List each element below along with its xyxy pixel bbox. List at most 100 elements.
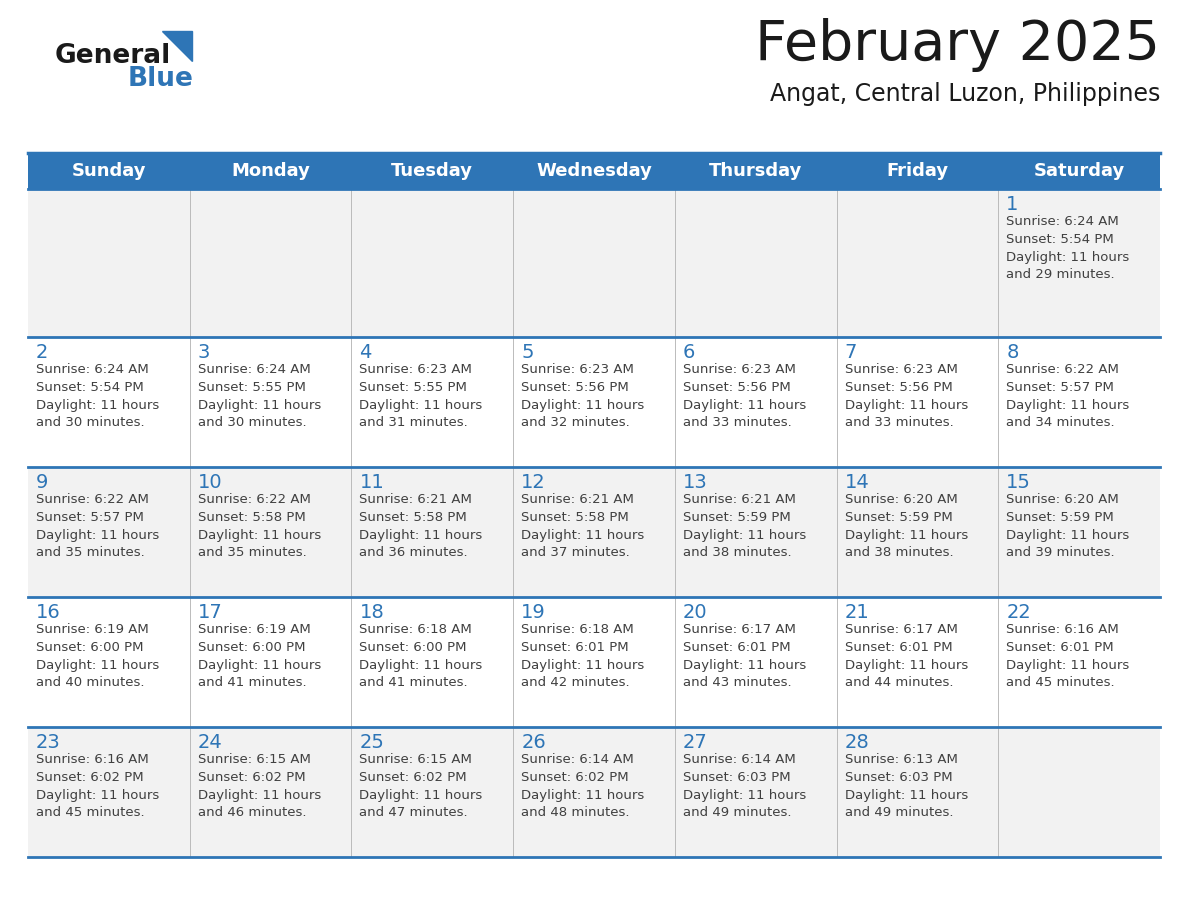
Text: and 41 minutes.: and 41 minutes. [360, 676, 468, 689]
Text: Daylight: 11 hours: Daylight: 11 hours [360, 789, 482, 802]
Text: Sunrise: 6:21 AM: Sunrise: 6:21 AM [683, 493, 796, 506]
Text: Sunset: 6:01 PM: Sunset: 6:01 PM [683, 641, 790, 654]
Text: 9: 9 [36, 473, 49, 492]
Text: 19: 19 [522, 603, 546, 622]
Text: Sunrise: 6:22 AM: Sunrise: 6:22 AM [1006, 363, 1119, 376]
Text: Sunrise: 6:18 AM: Sunrise: 6:18 AM [360, 623, 472, 636]
Text: and 44 minutes.: and 44 minutes. [845, 676, 953, 689]
Bar [29, 727, 1159, 857]
Text: Thursday: Thursday [709, 162, 802, 180]
Text: 17: 17 [197, 603, 222, 622]
Text: and 43 minutes.: and 43 minutes. [683, 676, 791, 689]
Text: Daylight: 11 hours: Daylight: 11 hours [36, 659, 159, 672]
Text: Sunset: 6:00 PM: Sunset: 6:00 PM [36, 641, 144, 654]
Text: and 34 minutes.: and 34 minutes. [1006, 416, 1114, 429]
Text: 11: 11 [360, 473, 384, 492]
Text: and 30 minutes.: and 30 minutes. [36, 416, 145, 429]
Text: Daylight: 11 hours: Daylight: 11 hours [360, 659, 482, 672]
Text: Sunset: 5:57 PM: Sunset: 5:57 PM [36, 511, 144, 524]
Text: February 2025: February 2025 [756, 18, 1159, 72]
Text: and 35 minutes.: and 35 minutes. [197, 546, 307, 559]
Text: Sunset: 5:59 PM: Sunset: 5:59 PM [683, 511, 790, 524]
Text: and 38 minutes.: and 38 minutes. [683, 546, 791, 559]
Text: and 45 minutes.: and 45 minutes. [1006, 676, 1114, 689]
Text: Sunrise: 6:15 AM: Sunrise: 6:15 AM [197, 753, 310, 766]
Text: Angat, Central Luzon, Philippines: Angat, Central Luzon, Philippines [770, 82, 1159, 106]
Text: Daylight: 11 hours: Daylight: 11 hours [1006, 529, 1130, 542]
Bar [29, 467, 1159, 597]
Text: 6: 6 [683, 343, 695, 362]
Text: and 32 minutes.: and 32 minutes. [522, 416, 630, 429]
Text: Daylight: 11 hours: Daylight: 11 hours [197, 789, 321, 802]
Text: 25: 25 [360, 733, 384, 752]
Text: Daylight: 11 hours: Daylight: 11 hours [845, 529, 968, 542]
Text: Sunset: 6:01 PM: Sunset: 6:01 PM [1006, 641, 1114, 654]
Text: and 47 minutes.: and 47 minutes. [360, 806, 468, 819]
Text: and 38 minutes.: and 38 minutes. [845, 546, 953, 559]
Text: Daylight: 11 hours: Daylight: 11 hours [1006, 659, 1130, 672]
Text: and 33 minutes.: and 33 minutes. [845, 416, 953, 429]
Text: Sunset: 5:58 PM: Sunset: 5:58 PM [522, 511, 628, 524]
Text: 2: 2 [36, 343, 49, 362]
Text: Daylight: 11 hours: Daylight: 11 hours [1006, 251, 1130, 264]
Text: Sunrise: 6:20 AM: Sunrise: 6:20 AM [845, 493, 958, 506]
Text: 26: 26 [522, 733, 546, 752]
Bar [29, 337, 1159, 467]
Text: Daylight: 11 hours: Daylight: 11 hours [1006, 399, 1130, 412]
Text: Sunset: 6:02 PM: Sunset: 6:02 PM [522, 771, 628, 784]
Text: Sunset: 5:58 PM: Sunset: 5:58 PM [197, 511, 305, 524]
Text: Sunset: 5:59 PM: Sunset: 5:59 PM [845, 511, 953, 524]
Text: Sunset: 5:56 PM: Sunset: 5:56 PM [522, 381, 628, 394]
Text: and 49 minutes.: and 49 minutes. [845, 806, 953, 819]
Text: Sunrise: 6:23 AM: Sunrise: 6:23 AM [522, 363, 634, 376]
Text: Daylight: 11 hours: Daylight: 11 hours [197, 529, 321, 542]
Text: 1: 1 [1006, 195, 1018, 214]
Text: Sunday: Sunday [71, 162, 146, 180]
Text: Sunset: 6:02 PM: Sunset: 6:02 PM [36, 771, 144, 784]
Text: Sunrise: 6:21 AM: Sunrise: 6:21 AM [522, 493, 634, 506]
Text: Sunset: 5:57 PM: Sunset: 5:57 PM [1006, 381, 1114, 394]
Text: Daylight: 11 hours: Daylight: 11 hours [197, 659, 321, 672]
Text: Sunset: 6:01 PM: Sunset: 6:01 PM [845, 641, 953, 654]
Text: Sunrise: 6:16 AM: Sunrise: 6:16 AM [1006, 623, 1119, 636]
Text: Sunset: 5:54 PM: Sunset: 5:54 PM [1006, 233, 1114, 246]
Text: Sunrise: 6:23 AM: Sunrise: 6:23 AM [683, 363, 796, 376]
Text: Sunrise: 6:24 AM: Sunrise: 6:24 AM [36, 363, 148, 376]
Text: Sunset: 6:02 PM: Sunset: 6:02 PM [197, 771, 305, 784]
Text: Sunset: 5:55 PM: Sunset: 5:55 PM [360, 381, 467, 394]
Text: and 37 minutes.: and 37 minutes. [522, 546, 630, 559]
Text: Sunrise: 6:23 AM: Sunrise: 6:23 AM [360, 363, 473, 376]
Text: Sunset: 6:03 PM: Sunset: 6:03 PM [683, 771, 790, 784]
Text: Sunset: 5:59 PM: Sunset: 5:59 PM [1006, 511, 1114, 524]
Text: and 39 minutes.: and 39 minutes. [1006, 546, 1114, 559]
Text: Sunrise: 6:19 AM: Sunrise: 6:19 AM [197, 623, 310, 636]
Text: Wednesday: Wednesday [536, 162, 652, 180]
Text: Blue: Blue [128, 66, 194, 92]
Text: Sunset: 5:56 PM: Sunset: 5:56 PM [683, 381, 790, 394]
Text: Sunrise: 6:14 AM: Sunrise: 6:14 AM [522, 753, 634, 766]
Text: Sunset: 6:03 PM: Sunset: 6:03 PM [845, 771, 953, 784]
Text: Sunrise: 6:17 AM: Sunrise: 6:17 AM [683, 623, 796, 636]
Text: Monday: Monday [232, 162, 310, 180]
Text: Daylight: 11 hours: Daylight: 11 hours [683, 529, 807, 542]
Text: 18: 18 [360, 603, 384, 622]
Text: and 35 minutes.: and 35 minutes. [36, 546, 145, 559]
Text: 12: 12 [522, 473, 546, 492]
Text: and 31 minutes.: and 31 minutes. [360, 416, 468, 429]
Text: Sunset: 6:01 PM: Sunset: 6:01 PM [522, 641, 628, 654]
Bar [29, 153, 1159, 189]
Text: 28: 28 [845, 733, 870, 752]
Text: Sunrise: 6:14 AM: Sunrise: 6:14 AM [683, 753, 796, 766]
Text: 21: 21 [845, 603, 870, 622]
Text: Daylight: 11 hours: Daylight: 11 hours [845, 659, 968, 672]
Text: Daylight: 11 hours: Daylight: 11 hours [197, 399, 321, 412]
Text: Sunset: 5:58 PM: Sunset: 5:58 PM [360, 511, 467, 524]
Text: Daylight: 11 hours: Daylight: 11 hours [683, 789, 807, 802]
Text: and 46 minutes.: and 46 minutes. [197, 806, 307, 819]
Text: Sunrise: 6:21 AM: Sunrise: 6:21 AM [360, 493, 473, 506]
Text: Daylight: 11 hours: Daylight: 11 hours [522, 529, 644, 542]
Text: 27: 27 [683, 733, 708, 752]
Text: 13: 13 [683, 473, 708, 492]
Text: Sunset: 6:00 PM: Sunset: 6:00 PM [197, 641, 305, 654]
Text: Sunset: 6:00 PM: Sunset: 6:00 PM [360, 641, 467, 654]
